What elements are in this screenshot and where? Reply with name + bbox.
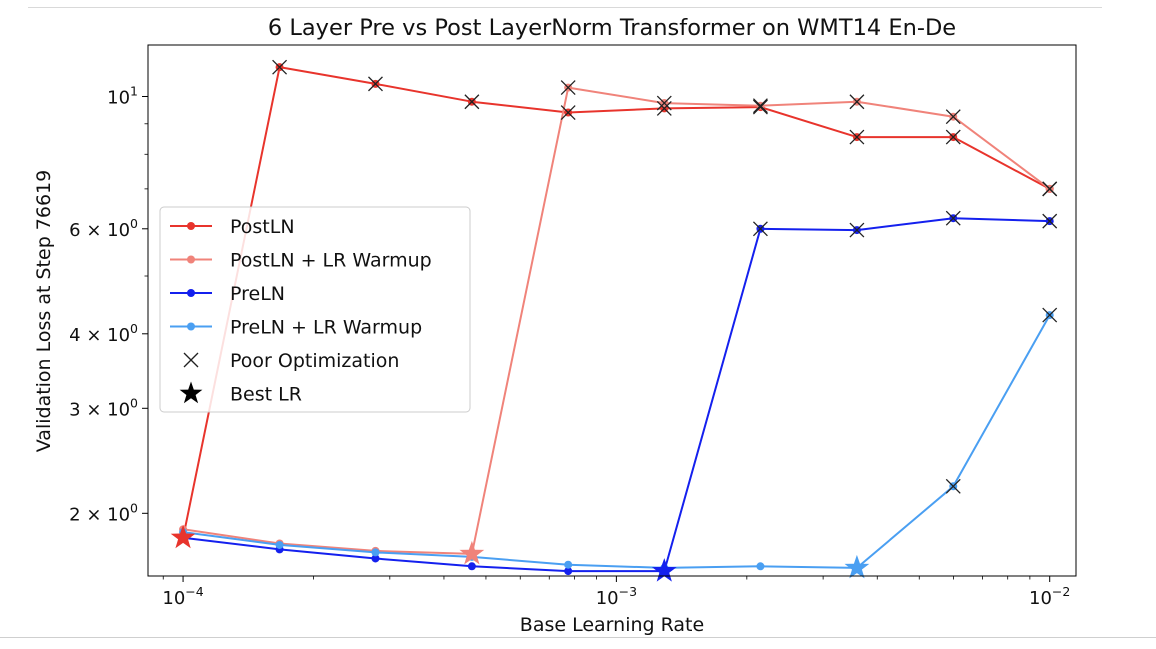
data-point xyxy=(371,548,380,557)
poor-optimization-marker xyxy=(272,59,288,75)
legend-dot-sample xyxy=(187,289,195,297)
chart-title: 6 Layer Pre vs Post LayerNorm Transforme… xyxy=(268,15,956,41)
poor-optimization-marker xyxy=(849,222,865,238)
legend-label: Best LR xyxy=(230,384,302,406)
legend-box xyxy=(159,206,471,413)
bottom-divider xyxy=(0,637,1156,638)
poor-optimization-marker xyxy=(752,221,768,237)
data-point xyxy=(564,560,573,569)
poor-optimization-marker xyxy=(368,76,383,92)
poor-optimization-marker xyxy=(849,94,865,110)
poor-and-best-markers xyxy=(170,59,1058,582)
best-lr-star xyxy=(170,524,196,549)
poor-optimization-marker xyxy=(752,98,768,114)
best-lr-star xyxy=(651,558,677,582)
x-tick-label: 10−3 xyxy=(596,584,637,609)
poor-optimization-marker xyxy=(1042,213,1058,229)
plot-area-frame xyxy=(147,44,1077,577)
best-lr-star xyxy=(844,554,870,579)
poor-optimization-marker xyxy=(560,80,576,96)
legend-label: PostLN xyxy=(230,216,295,238)
poor-optimization-marker xyxy=(464,94,480,110)
y-tick-label: 4 × 100 xyxy=(69,321,138,346)
y-tick-label: 101 xyxy=(107,83,138,108)
y-tick-label: 2 × 100 xyxy=(69,500,138,525)
poor-optimization-marker xyxy=(945,109,961,125)
legend-label: Poor Optimization xyxy=(230,350,399,372)
legend-star-sample xyxy=(179,381,203,404)
legend-label: PostLN + LR Warmup xyxy=(230,250,432,272)
legend-dot-sample xyxy=(187,255,195,264)
x-tick-label: 10−4 xyxy=(162,584,203,609)
poor-optimization-marker xyxy=(945,210,961,226)
best-lr-star xyxy=(459,540,485,565)
legend-x-sample xyxy=(183,352,199,368)
data-point xyxy=(371,554,380,563)
poor-optimization-marker xyxy=(1042,307,1058,323)
legend-label: PreLN + LR Warmup xyxy=(230,317,422,339)
legend-label: PreLN xyxy=(230,283,285,305)
poor-optimization-marker xyxy=(656,95,672,111)
series-line xyxy=(182,217,1050,573)
legend-dot-sample xyxy=(187,322,195,331)
poor-optimization-marker xyxy=(945,129,961,145)
poor-optimization-marker xyxy=(945,478,961,494)
data-point xyxy=(275,540,284,549)
poor-optimization-marker xyxy=(849,129,865,145)
poor-optimization-marker xyxy=(1042,181,1058,197)
legend: PostLN PostLN + LR Warmup PreLN PreLN + LR … xyxy=(159,206,471,413)
data-point xyxy=(467,562,476,571)
series-line xyxy=(182,66,1051,538)
top-divider xyxy=(28,7,1102,8)
poor-optimization-marker xyxy=(752,99,768,115)
y-axis-label: Validation Loss at Step 76619 xyxy=(33,170,55,452)
data-point xyxy=(756,562,765,571)
poor-optimization-marker xyxy=(560,105,576,120)
legend-dot-sample xyxy=(187,222,195,230)
poor-optimization-marker xyxy=(656,100,672,116)
series-line xyxy=(182,86,1051,555)
y-tick-label: 3 × 100 xyxy=(69,395,138,420)
series-line xyxy=(182,314,1051,569)
x-axis-label: Base Learning Rate xyxy=(520,614,704,636)
y-tick-label: 6 × 100 xyxy=(69,216,138,241)
axis-ticks: 10−4 10−3 10−2 101 6 × 100 4 × 100 3 × 100 2 × … xyxy=(69,83,1070,609)
x-tick-label: 10−2 xyxy=(1029,584,1070,609)
data-point xyxy=(564,567,573,576)
